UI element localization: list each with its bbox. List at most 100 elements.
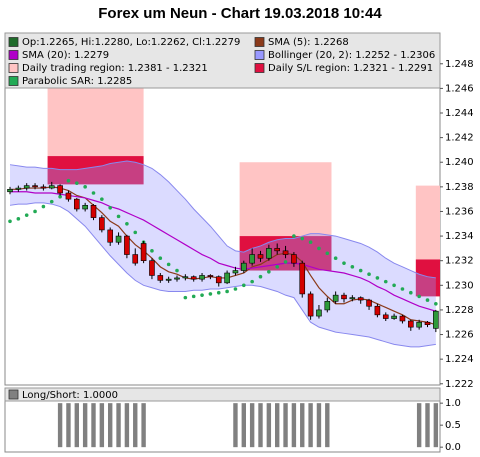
sar-dot xyxy=(24,213,29,217)
y-tick-label: 1.244 xyxy=(445,108,474,119)
bar xyxy=(258,403,263,448)
sar-dot xyxy=(275,265,280,269)
sar-dot xyxy=(392,283,396,288)
candle-body xyxy=(90,205,97,218)
bar xyxy=(283,403,288,448)
sar-dot xyxy=(125,221,129,226)
chart-title: Forex um Neun - Chart 19.03.2018 10:44 xyxy=(98,5,382,22)
candle-body xyxy=(299,262,306,295)
candle-body xyxy=(48,185,55,189)
bollinger-line xyxy=(9,160,436,279)
y-tick-label: 1.0 xyxy=(445,398,461,409)
sar-dot xyxy=(383,279,388,284)
candle-body xyxy=(107,229,113,243)
bar xyxy=(416,403,422,448)
candle-body xyxy=(74,198,80,210)
candle-body xyxy=(224,272,230,284)
candle-body xyxy=(182,276,189,279)
region-zone xyxy=(415,259,440,297)
sar-dot xyxy=(175,268,179,273)
y-tick-label: 1.228 xyxy=(445,305,474,316)
legend-box xyxy=(4,32,441,89)
bar xyxy=(133,403,138,448)
legend-swatch xyxy=(8,76,19,86)
bar xyxy=(74,403,79,448)
legend-label: Parabolic SAR: 1.2285 xyxy=(22,76,132,87)
sar-dot xyxy=(375,276,380,280)
sar-dot xyxy=(8,219,12,224)
candle-body xyxy=(424,321,431,325)
candle-body xyxy=(316,309,322,317)
sar-dot xyxy=(66,178,71,183)
candle-body xyxy=(115,235,122,243)
y-tick-label: 1.240 xyxy=(445,157,474,168)
candle-body xyxy=(149,260,155,276)
candle-body xyxy=(382,314,389,319)
sar-dot xyxy=(400,287,405,291)
y-tick-label: 1.242 xyxy=(445,133,474,144)
candle-body xyxy=(99,217,105,231)
sar-dot xyxy=(233,287,238,291)
bar xyxy=(291,403,297,448)
bar xyxy=(124,403,130,448)
sar-dot xyxy=(333,256,338,261)
bar xyxy=(108,403,113,448)
candle-body xyxy=(324,301,331,311)
sar-dot xyxy=(317,246,321,251)
bar xyxy=(266,403,272,448)
candle-body xyxy=(332,294,339,302)
sar-dot xyxy=(242,283,246,288)
y-tick-label: 1.222 xyxy=(445,379,474,390)
sar-dot xyxy=(75,181,79,185)
bar xyxy=(141,403,146,448)
sar-dot xyxy=(283,260,288,264)
candle-body xyxy=(174,277,180,280)
legend-swatch xyxy=(254,50,265,60)
candle-body xyxy=(349,297,356,300)
legend-label: Op:1.2265, Hi:1.2280, Lo:1.2262, Cl:1.22… xyxy=(22,37,240,48)
candle-body xyxy=(190,276,197,280)
sar-dot xyxy=(250,279,254,284)
legend: Op:1.2265, Hi:1.2280, Lo:1.2262, Cl:1.22… xyxy=(4,32,441,89)
bar xyxy=(233,403,238,448)
candle-body xyxy=(416,321,422,328)
sar-dot xyxy=(358,268,363,273)
bar xyxy=(57,403,63,448)
bar xyxy=(308,403,313,448)
bar xyxy=(325,403,330,448)
sar-dot xyxy=(225,289,229,294)
candle-body xyxy=(82,205,88,210)
candle-body xyxy=(57,185,63,194)
candle-body xyxy=(165,278,172,281)
y-tick-label: 0.5 xyxy=(445,420,461,431)
sar-dot xyxy=(183,295,188,300)
sar-dot xyxy=(350,265,355,269)
bar xyxy=(249,403,255,448)
y-tick-label: 0.0 xyxy=(445,442,461,453)
bollinger-line xyxy=(9,202,436,348)
bar xyxy=(275,403,280,448)
bar xyxy=(66,403,71,448)
bar xyxy=(241,403,246,448)
sar-dot xyxy=(325,251,330,256)
y-tick-label: 1.248 xyxy=(445,59,474,70)
candle-body xyxy=(366,299,372,307)
y-tick-label: 1.234 xyxy=(445,231,474,242)
legend-label: Long/Short: 1.0000 xyxy=(22,390,118,401)
sar-dot xyxy=(83,185,87,189)
y-tick-label: 1.226 xyxy=(445,330,474,341)
bar xyxy=(433,403,439,448)
candle-body xyxy=(249,254,255,264)
candle-body xyxy=(433,310,439,329)
sar-dot xyxy=(216,290,221,295)
legend-swatch xyxy=(254,63,265,73)
sar-dot xyxy=(300,236,305,241)
y-tick-label: 1.236 xyxy=(445,206,474,217)
sar-dot xyxy=(16,217,21,221)
candle-body xyxy=(257,254,264,259)
sar-dot xyxy=(258,274,263,279)
legend-swatch xyxy=(8,50,19,60)
bar xyxy=(425,403,430,448)
sar-dot xyxy=(292,234,296,238)
sar-dot xyxy=(150,249,154,253)
